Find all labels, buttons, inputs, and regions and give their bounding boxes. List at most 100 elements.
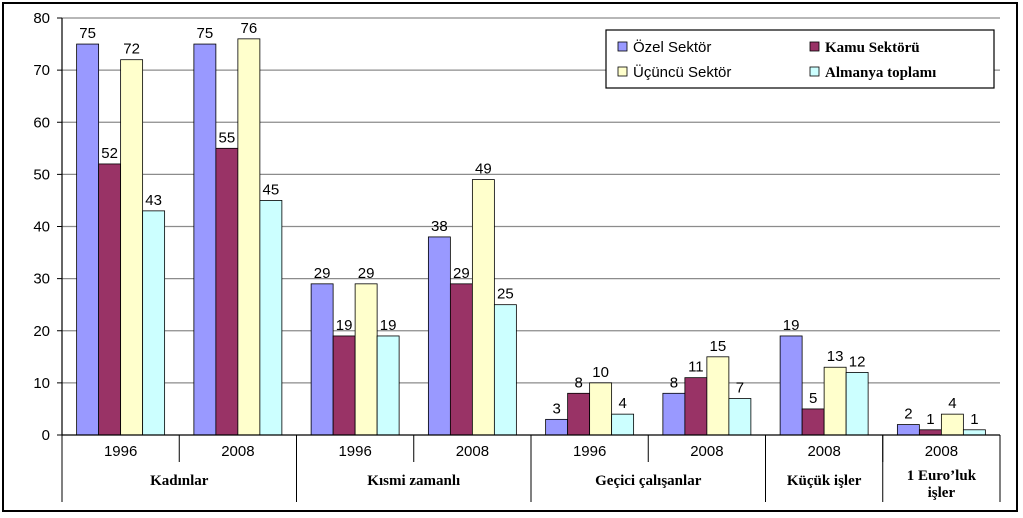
data-label: 1 [926, 411, 934, 428]
bar [427, 236, 451, 436]
data-label: 10 [592, 364, 609, 381]
year-label: 2008 [456, 443, 489, 460]
year-label: 1996 [338, 443, 371, 460]
y-tick-label: 60 [33, 114, 50, 131]
legend-swatch [617, 66, 628, 77]
data-label: 19 [336, 317, 353, 334]
data-label: 55 [219, 129, 236, 146]
bar [962, 429, 986, 436]
data-label: 13 [827, 348, 844, 365]
bar [215, 147, 239, 436]
data-label: 45 [263, 181, 280, 198]
data-labels: 7552724375557645291929193829492538104811… [79, 20, 978, 428]
year-label: 1996 [573, 443, 606, 460]
y-tick-label: 80 [33, 10, 50, 27]
data-label: 76 [241, 20, 258, 37]
data-label: 2 [904, 406, 912, 423]
bar [310, 283, 334, 436]
bar [589, 382, 613, 436]
bar [845, 372, 869, 436]
year-label: 1996 [104, 443, 137, 460]
bar [76, 43, 100, 436]
data-label: 29 [358, 265, 375, 282]
data-label: 19 [783, 317, 800, 334]
legend-swatch [617, 41, 628, 52]
y-tick-label: 0 [42, 427, 50, 444]
y-tick-label: 50 [33, 166, 50, 183]
data-label: 75 [197, 25, 214, 42]
data-label: 25 [497, 286, 514, 303]
data-label: 75 [79, 25, 96, 42]
bar [471, 179, 495, 436]
legend-box [605, 29, 995, 89]
bar [98, 163, 122, 436]
data-label: 29 [453, 265, 470, 282]
group-label: 1 Euro’luk işler [907, 468, 977, 501]
legend-entry: Özel Sektör [633, 38, 711, 56]
bar [545, 418, 569, 436]
x-axis: 1996 2008 1996 2008 1996 2008 2008 2008 Kadınlar… [61, 434, 1001, 502]
y-tick-label: 40 [33, 219, 50, 236]
y-tick-label: 30 [33, 271, 50, 288]
y-tick-label: 70 [33, 62, 50, 79]
bar [918, 429, 942, 436]
bar [493, 304, 517, 436]
year-label: 2008 [925, 443, 958, 460]
bar [662, 392, 686, 436]
bar [801, 408, 825, 436]
bar [567, 392, 591, 436]
y-tick-label: 10 [33, 375, 50, 392]
data-label: 4 [948, 395, 956, 412]
bar [940, 413, 964, 436]
bar [120, 59, 144, 436]
bar [779, 335, 803, 436]
bar [354, 283, 378, 436]
data-label: 19 [380, 317, 397, 334]
legend: Özel Sektör Kamu Sektörü Üçüncü Sektör Alma… [605, 29, 995, 89]
year-label: 2008 [221, 443, 254, 460]
bar [376, 335, 400, 436]
data-label: 15 [710, 338, 727, 355]
bar [259, 200, 283, 436]
bar [611, 413, 635, 436]
bar [823, 366, 847, 436]
legend-swatch [809, 41, 820, 52]
year-label: 2008 [690, 443, 723, 460]
bar [142, 210, 166, 436]
data-label: 4 [618, 395, 626, 412]
data-label: 43 [145, 192, 162, 209]
data-label: 1 [970, 411, 978, 428]
group-label: Kadınlar [150, 473, 209, 489]
bar [237, 38, 261, 436]
legend-swatch [809, 66, 820, 77]
data-label: 38 [431, 218, 448, 235]
legend-entry: Üçüncü Sektör [633, 63, 731, 81]
data-label: 72 [123, 41, 140, 58]
bar [728, 398, 752, 436]
bar [706, 356, 730, 436]
data-label: 5 [809, 390, 817, 407]
data-label: 7 [736, 380, 744, 397]
legend-entry: Kamu Sektörü [825, 40, 920, 56]
data-label: 29 [314, 265, 331, 282]
bar [193, 43, 217, 436]
data-label: 8 [670, 374, 678, 391]
bar [332, 335, 356, 436]
y-tick-label: 20 [33, 323, 50, 340]
year-label: 2008 [807, 443, 840, 460]
bar [684, 377, 708, 436]
data-label: 3 [552, 400, 560, 417]
bars [76, 38, 986, 436]
bar [896, 424, 920, 436]
group-label: Kısmi zamanlı [367, 473, 460, 489]
bar [449, 283, 473, 436]
group-label: Geçici çalışanlar [595, 473, 702, 489]
data-label: 49 [475, 161, 492, 178]
data-label: 11 [688, 359, 704, 376]
data-label: 12 [849, 353, 866, 370]
y-axis-ticks: 0 10 20 30 40 50 60 70 80 [33, 10, 63, 444]
group-label: Küçük işler [787, 473, 862, 489]
data-label: 52 [101, 145, 118, 162]
data-label: 8 [574, 374, 582, 391]
